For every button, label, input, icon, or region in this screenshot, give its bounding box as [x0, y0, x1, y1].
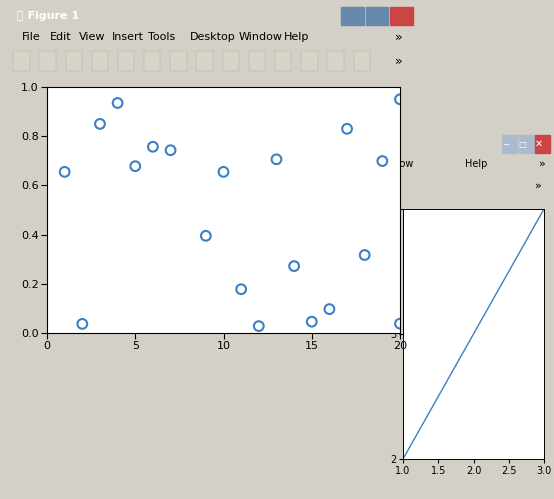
Bar	[118, 51, 134, 71]
Bar	[535, 135, 550, 153]
Text: Desktop: Desktop	[189, 32, 235, 42]
Text: Help: Help	[284, 32, 309, 42]
Point	[166, 146, 175, 154]
Point	[95, 120, 104, 128]
Text: 🔶 Figure 1: 🔶 Figure 1	[17, 11, 79, 21]
Point	[131, 162, 140, 170]
Text: Insert: Insert	[111, 32, 143, 42]
Bar	[301, 51, 317, 71]
Point	[342, 125, 351, 133]
Bar	[519, 135, 534, 153]
Point	[60, 168, 69, 176]
Text: Help: Help	[465, 159, 487, 169]
Bar	[144, 51, 161, 71]
Bar	[249, 51, 265, 71]
Text: »: »	[539, 159, 546, 169]
Point	[113, 99, 122, 107]
Text: Window: Window	[376, 159, 414, 169]
Point	[396, 95, 404, 103]
Text: »: »	[394, 30, 402, 43]
Bar	[502, 135, 517, 153]
Bar	[223, 51, 239, 71]
Text: View: View	[79, 32, 105, 42]
Bar	[92, 51, 108, 71]
Bar	[197, 51, 213, 71]
Text: »: »	[535, 181, 542, 191]
Point	[237, 285, 245, 293]
Bar	[327, 51, 343, 71]
Bar	[341, 7, 364, 25]
Point	[254, 322, 263, 330]
Text: File: File	[22, 32, 40, 42]
Bar	[391, 7, 413, 25]
Text: Tools: Tools	[148, 32, 176, 42]
Bar	[366, 7, 388, 25]
Point	[272, 155, 281, 163]
Point	[148, 143, 157, 151]
Point	[219, 168, 228, 176]
Bar	[39, 51, 56, 71]
Point	[307, 318, 316, 326]
Text: □: □	[519, 140, 526, 149]
Bar	[170, 51, 187, 71]
Point	[202, 232, 211, 240]
Text: ─: ─	[503, 140, 508, 149]
Point	[325, 305, 334, 313]
Point	[360, 251, 369, 259]
Bar	[13, 51, 29, 71]
Point	[378, 157, 387, 165]
Bar	[275, 51, 291, 71]
Text: Window: Window	[239, 32, 283, 42]
Text: ✕: ✕	[535, 139, 543, 149]
Text: Edit: Edit	[50, 32, 71, 42]
Point	[78, 320, 87, 328]
Bar	[353, 51, 370, 71]
Text: »: »	[394, 54, 402, 67]
Bar	[65, 51, 82, 71]
Point	[396, 320, 404, 328]
Point	[290, 262, 299, 270]
